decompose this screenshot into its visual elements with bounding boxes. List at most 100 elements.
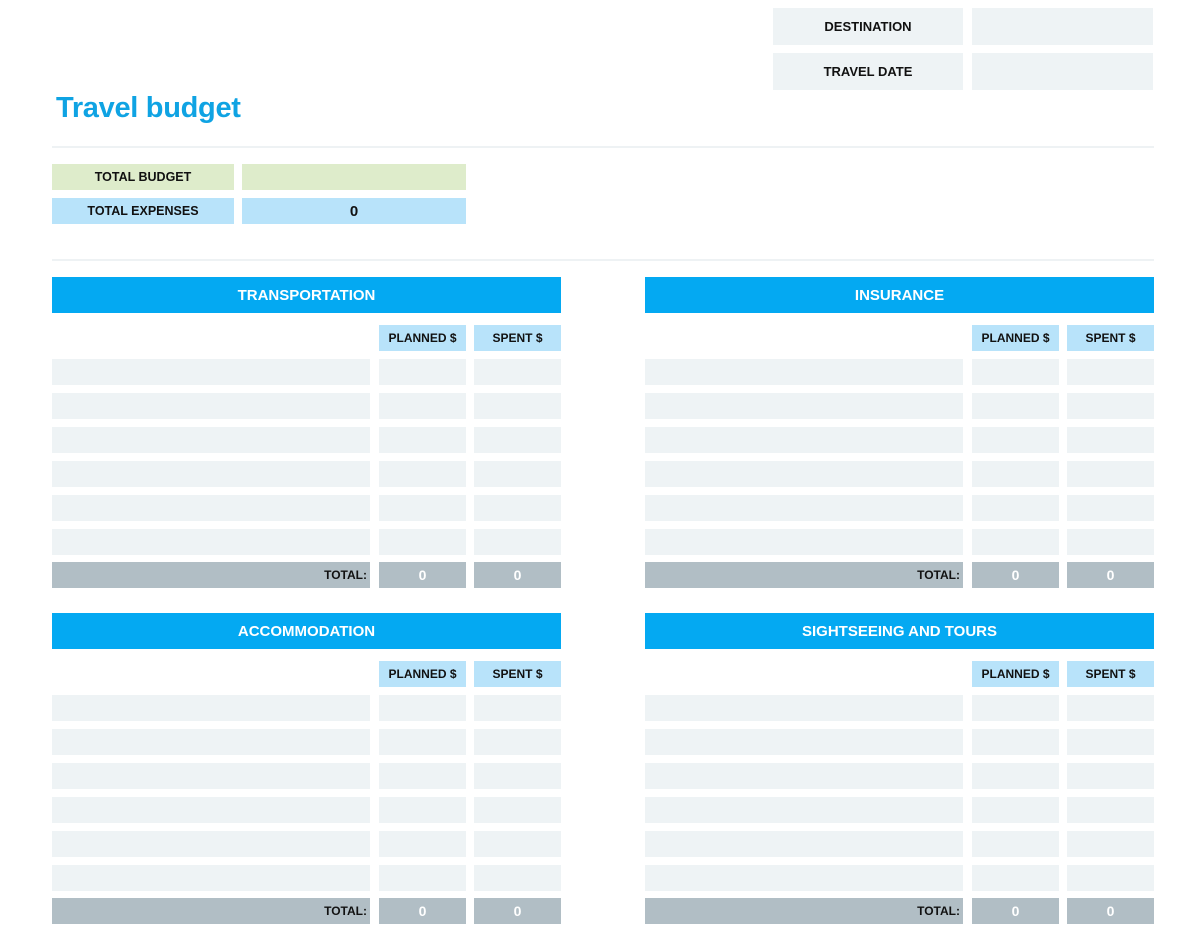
planned-amount-field[interactable]	[972, 529, 1059, 555]
planned-amount-field[interactable]	[972, 461, 1059, 487]
spent-amount-field[interactable]	[474, 461, 561, 487]
expense-item-field[interactable]	[52, 797, 370, 823]
spent-amount-field[interactable]	[1067, 729, 1154, 755]
planned-amount-field[interactable]	[379, 529, 466, 555]
total-spent-value: 0	[1067, 898, 1154, 924]
total-expenses-value: 0	[242, 198, 466, 224]
total-label: TOTAL:	[52, 562, 370, 588]
planned-amount-field[interactable]	[972, 763, 1059, 789]
spent-amount-field[interactable]	[474, 865, 561, 891]
expense-item-field[interactable]	[645, 393, 963, 419]
planned-amount-field[interactable]	[379, 865, 466, 891]
spent-amount-field[interactable]	[474, 695, 561, 721]
planned-amount-field[interactable]	[379, 831, 466, 857]
expense-item-field[interactable]	[52, 763, 370, 789]
expense-item-field[interactable]	[52, 359, 370, 385]
section-header-transportation: TRANSPORTATION	[52, 277, 561, 313]
total-budget-field[interactable]	[242, 164, 466, 190]
planned-amount-field[interactable]	[972, 797, 1059, 823]
expense-item-field[interactable]	[52, 461, 370, 487]
planned-amount-field[interactable]	[379, 427, 466, 453]
spent-amount-field[interactable]	[474, 797, 561, 823]
total-budget-label: TOTAL BUDGET	[52, 164, 234, 190]
spent-column-header: SPENT $	[474, 325, 561, 351]
total-planned-value: 0	[379, 562, 466, 588]
spent-amount-field[interactable]	[474, 495, 561, 521]
planned-amount-field[interactable]	[972, 729, 1059, 755]
spent-amount-field[interactable]	[1067, 831, 1154, 857]
expense-item-field[interactable]	[52, 865, 370, 891]
spent-amount-field[interactable]	[474, 729, 561, 755]
planned-amount-field[interactable]	[972, 695, 1059, 721]
spent-amount-field[interactable]	[474, 393, 561, 419]
planned-amount-field[interactable]	[972, 359, 1059, 385]
expense-item-field[interactable]	[645, 695, 963, 721]
spent-amount-field[interactable]	[1067, 461, 1154, 487]
travel-date-field[interactable]	[972, 53, 1153, 90]
expense-item-field[interactable]	[52, 393, 370, 419]
planned-amount-field[interactable]	[379, 729, 466, 755]
travel-date-label: TRAVEL DATE	[773, 53, 963, 90]
spent-amount-field[interactable]	[474, 427, 561, 453]
spent-amount-field[interactable]	[474, 831, 561, 857]
expense-item-field[interactable]	[645, 359, 963, 385]
total-planned-value: 0	[972, 562, 1059, 588]
planned-amount-field[interactable]	[972, 831, 1059, 857]
spent-column-header: SPENT $	[1067, 661, 1154, 687]
spent-amount-field[interactable]	[474, 763, 561, 789]
total-planned-value: 0	[379, 898, 466, 924]
planned-amount-field[interactable]	[379, 695, 466, 721]
expense-item-field[interactable]	[645, 529, 963, 555]
expense-item-field[interactable]	[52, 831, 370, 857]
planned-column-header: PLANNED $	[972, 661, 1059, 687]
expense-item-field[interactable]	[645, 495, 963, 521]
total-label: TOTAL:	[645, 898, 963, 924]
expense-item-field[interactable]	[645, 729, 963, 755]
expense-item-field[interactable]	[645, 831, 963, 857]
spent-amount-field[interactable]	[1067, 695, 1154, 721]
planned-column-header: PLANNED $	[379, 325, 466, 351]
planned-amount-field[interactable]	[379, 359, 466, 385]
total-spent-value: 0	[1067, 562, 1154, 588]
divider	[52, 259, 1154, 261]
spent-amount-field[interactable]	[1067, 529, 1154, 555]
spent-amount-field[interactable]	[1067, 359, 1154, 385]
planned-amount-field[interactable]	[379, 763, 466, 789]
spent-amount-field[interactable]	[1067, 427, 1154, 453]
total-planned-value: 0	[972, 898, 1059, 924]
planned-column-header: PLANNED $	[972, 325, 1059, 351]
total-spent-value: 0	[474, 562, 561, 588]
planned-amount-field[interactable]	[379, 797, 466, 823]
expense-item-field[interactable]	[645, 797, 963, 823]
planned-column-header: PLANNED $	[379, 661, 466, 687]
expense-item-field[interactable]	[52, 729, 370, 755]
spent-amount-field[interactable]	[1067, 865, 1154, 891]
spent-amount-field[interactable]	[1067, 797, 1154, 823]
spent-amount-field[interactable]	[1067, 495, 1154, 521]
spent-amount-field[interactable]	[474, 529, 561, 555]
expense-item-field[interactable]	[645, 865, 963, 891]
total-label: TOTAL:	[52, 898, 370, 924]
planned-amount-field[interactable]	[972, 427, 1059, 453]
expense-item-field[interactable]	[645, 461, 963, 487]
expense-item-field[interactable]	[52, 695, 370, 721]
expense-item-field[interactable]	[645, 427, 963, 453]
section-header-sightseeing-and-tours: SIGHTSEEING AND TOURS	[645, 613, 1154, 649]
planned-amount-field[interactable]	[379, 393, 466, 419]
total-label: TOTAL:	[645, 562, 963, 588]
planned-amount-field[interactable]	[972, 393, 1059, 419]
planned-amount-field[interactable]	[379, 461, 466, 487]
expense-item-field[interactable]	[645, 763, 963, 789]
expense-item-field[interactable]	[52, 529, 370, 555]
section-header-insurance: INSURANCE	[645, 277, 1154, 313]
planned-amount-field[interactable]	[379, 495, 466, 521]
spent-amount-field[interactable]	[474, 359, 561, 385]
expense-item-field[interactable]	[52, 495, 370, 521]
destination-field[interactable]	[972, 8, 1153, 45]
planned-amount-field[interactable]	[972, 865, 1059, 891]
total-spent-value: 0	[474, 898, 561, 924]
spent-amount-field[interactable]	[1067, 393, 1154, 419]
spent-amount-field[interactable]	[1067, 763, 1154, 789]
planned-amount-field[interactable]	[972, 495, 1059, 521]
expense-item-field[interactable]	[52, 427, 370, 453]
